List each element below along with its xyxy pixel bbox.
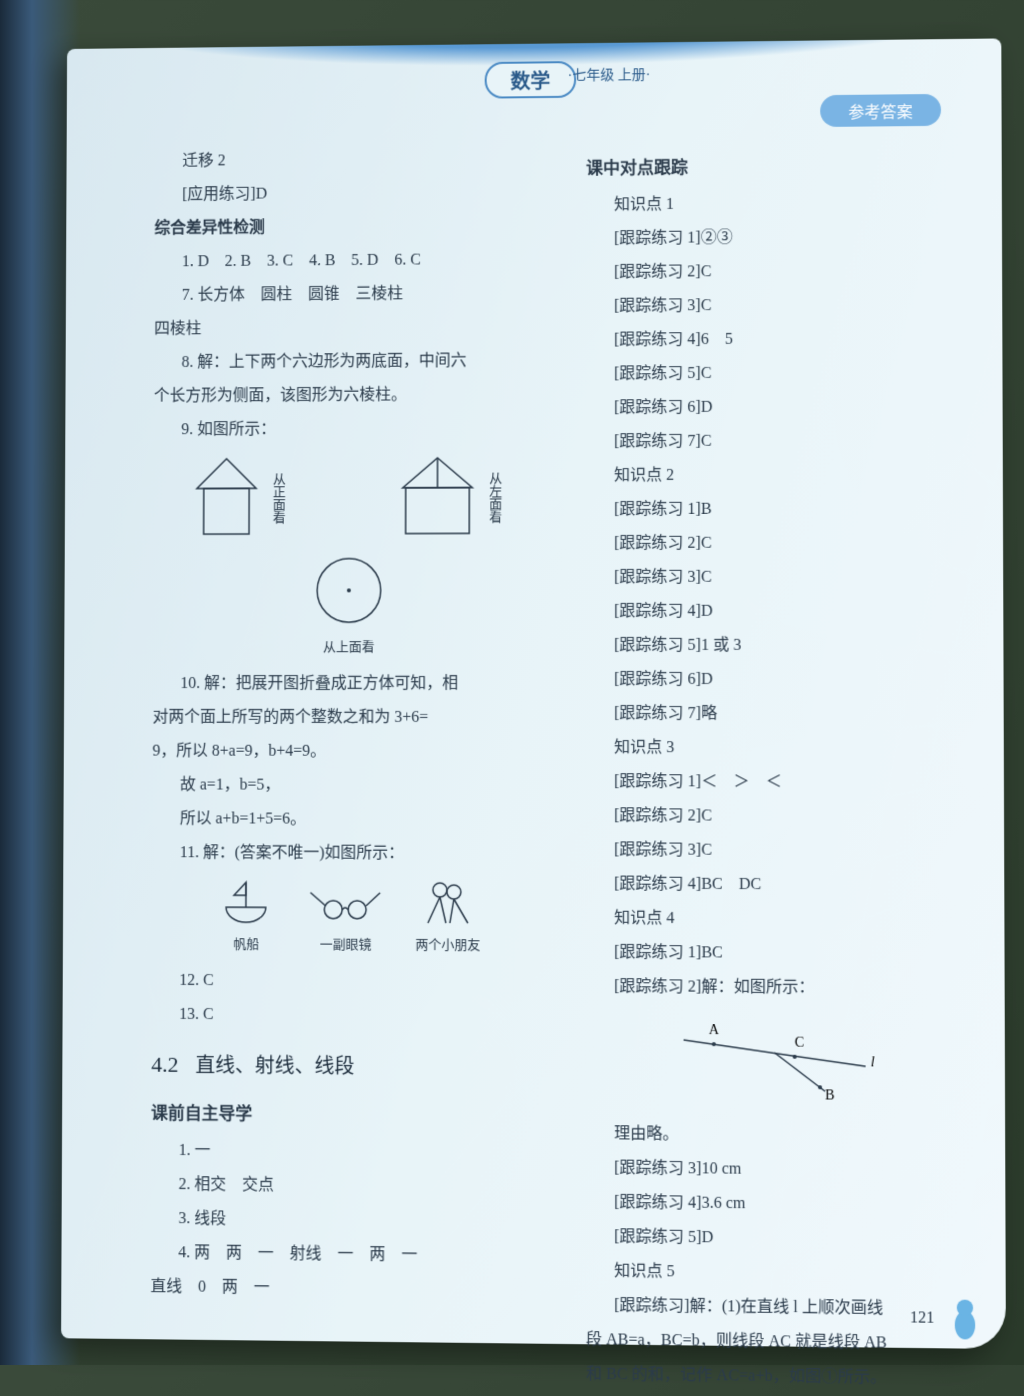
top-view: 从上面看 — [309, 551, 389, 661]
answer-badge: 参考答案 — [820, 94, 941, 127]
caption: 两个小朋友 — [415, 932, 480, 958]
text: [跟踪练习 5]1 或 3 — [586, 630, 963, 662]
text: 知识点 2 — [586, 459, 962, 492]
text: [跟踪练习 5]D — [586, 1221, 965, 1257]
text: 12. C — [152, 965, 546, 999]
corner-mascot-icon — [944, 1289, 985, 1340]
glasses-icon — [306, 878, 386, 928]
text: 1. 一 — [151, 1135, 546, 1170]
text: [跟踪练习 1]②③ — [586, 220, 962, 255]
text: 9，所以 8+a=9，b+4=9。 — [152, 736, 546, 768]
left-view: 从左面看 — [359, 452, 546, 542]
text: [跟踪练习 2]解：如图所示： — [586, 971, 964, 1005]
text: 和 BC 的和，记作 AC=a+b，如图①所示。 — [586, 1358, 965, 1395]
text: [跟踪练习 7]略 — [586, 698, 963, 730]
sailboat-fig: 帆船 — [217, 877, 277, 957]
figure-9b: 从上面看 — [153, 550, 546, 660]
svg-text:C: C — [795, 1035, 804, 1050]
text: [跟踪练习 1]BC — [586, 937, 964, 971]
text: 理由略。 — [586, 1118, 964, 1153]
text: 11. 解：(答案不唯一)如图所示： — [152, 837, 546, 870]
house-front-icon — [192, 454, 261, 543]
figure-9: 从正面看 从左面看 — [153, 452, 546, 543]
text: 知识点 1 — [586, 187, 961, 222]
view-label: 从左面看 — [481, 472, 507, 524]
page: 数学 ·七年级 上册· 参考答案 迁移 2 [应用练习]D 综合差异性检测 1.… — [61, 38, 1006, 1349]
text: [跟踪练习 2]C — [586, 527, 963, 560]
text: 9. 如图所示： — [154, 413, 546, 447]
heading: 综合差异性检测 — [154, 210, 546, 245]
text: 四棱柱 — [154, 311, 546, 345]
caption: 帆船 — [233, 931, 259, 957]
svg-text:A: A — [709, 1023, 719, 1038]
text: [跟踪练习 1]＜ ＞ ＜ — [586, 766, 963, 799]
grade-label: ·七年级 上册· — [568, 64, 651, 85]
text: 所以 a+b=1+5=6。 — [152, 803, 546, 836]
section-num: 4.2 — [151, 1052, 178, 1077]
kids-icon — [418, 878, 478, 928]
page-number: 121 — [910, 1309, 934, 1328]
subject-badge: 数学 — [485, 61, 576, 99]
text: 段 AB=a，BC=b，则线段 AC 就是线段 AB — [586, 1324, 965, 1361]
svg-text:B: B — [825, 1088, 834, 1102]
text: 13. C — [151, 999, 545, 1033]
view-label: 从上面看 — [323, 634, 375, 660]
text: 7. 长方体 圆柱 圆锥 三棱柱 — [154, 277, 546, 311]
view-label: 从正面看 — [265, 472, 291, 524]
figure-line: A C l B — [586, 1009, 964, 1115]
text: [跟踪练习 4]6 5 — [586, 322, 962, 356]
text: [跟踪练习 1]B — [586, 493, 962, 526]
front-view: 从正面看 — [153, 453, 329, 543]
text: [跟踪练习 3]C — [586, 288, 962, 322]
text: [跟踪练习 4]BC DC — [586, 868, 964, 902]
text: 个长方形为侧面，该图形为六棱柱。 — [154, 379, 546, 413]
text: 2. 相交 交点 — [151, 1169, 546, 1205]
text: 直线 0 两 一 — [150, 1271, 545, 1307]
track-heading: 课中对点跟踪 — [586, 149, 961, 186]
section-title: 4.2 直线、射线、线段 — [151, 1043, 546, 1090]
text: 10. 解：把展开图折叠成正方体可知，相 — [153, 668, 546, 700]
text: [跟踪练习 5]C — [586, 357, 962, 391]
kids-fig: 两个小朋友 — [415, 878, 480, 958]
text: [跟踪练习 6]D — [586, 391, 962, 425]
text: 知识点 5 — [586, 1255, 965, 1291]
text: [应用练习]D — [155, 176, 547, 211]
line-diagram-icon: A C l B — [663, 1010, 886, 1102]
text: [跟踪练习 3]10 cm — [586, 1152, 965, 1188]
text: 知识点 4 — [586, 903, 964, 937]
text: [跟踪练习]解：(1)在直线 l 上顺次画线 — [586, 1290, 965, 1327]
text: 3. 线段 — [151, 1203, 546, 1239]
text: 1. D 2. B 3. C 4. B 5. D 6. C — [154, 244, 546, 279]
section-name: 直线、射线、线段 — [195, 1055, 354, 1078]
text: [跟踪练习 4]D — [586, 595, 963, 628]
caption: 一副眼镜 — [320, 932, 372, 958]
pre-study-heading: 课前自主导学 — [151, 1097, 546, 1134]
text: [跟踪练习 4]3.6 cm — [586, 1187, 965, 1223]
svg-text:l: l — [871, 1055, 875, 1070]
right-column: 课中对点跟踪 知识点 1 [跟踪练习 1]②③ [跟踪练习 2]C [跟踪练习 … — [576, 69, 965, 1318]
text: 8. 解：上下两个六边形为两底面，中间六 — [154, 345, 546, 379]
glasses-fig: 一副眼镜 — [306, 878, 386, 958]
text: 4. 两 两 一 射线 一 两 一 — [150, 1237, 545, 1273]
left-column: 迁移 2 [应用练习]D 综合差异性检测 1. D 2. B 3. C 4. B… — [121, 73, 547, 1313]
text: [跟踪练习 3]C — [586, 561, 963, 594]
text: [跟踪练习 2]C — [586, 254, 962, 289]
text: 对两个面上所写的两个整数之和为 3+6= — [153, 702, 546, 734]
figure-11: 帆船 一副眼镜 两个小朋友 — [152, 877, 546, 959]
text: [跟踪练习 6]D — [586, 664, 963, 696]
text: [跟踪练习 7]C — [586, 425, 962, 459]
text: [跟踪练习 3]C — [586, 834, 964, 867]
text: [跟踪练习 2]C — [586, 800, 963, 833]
text: 故 a=1，b=5， — [152, 770, 546, 803]
text: 知识点 3 — [586, 732, 963, 765]
circle-top-icon — [309, 551, 389, 631]
text: 迁移 2 — [155, 143, 547, 178]
sailboat-icon — [217, 877, 277, 927]
house-left-icon — [398, 453, 478, 543]
